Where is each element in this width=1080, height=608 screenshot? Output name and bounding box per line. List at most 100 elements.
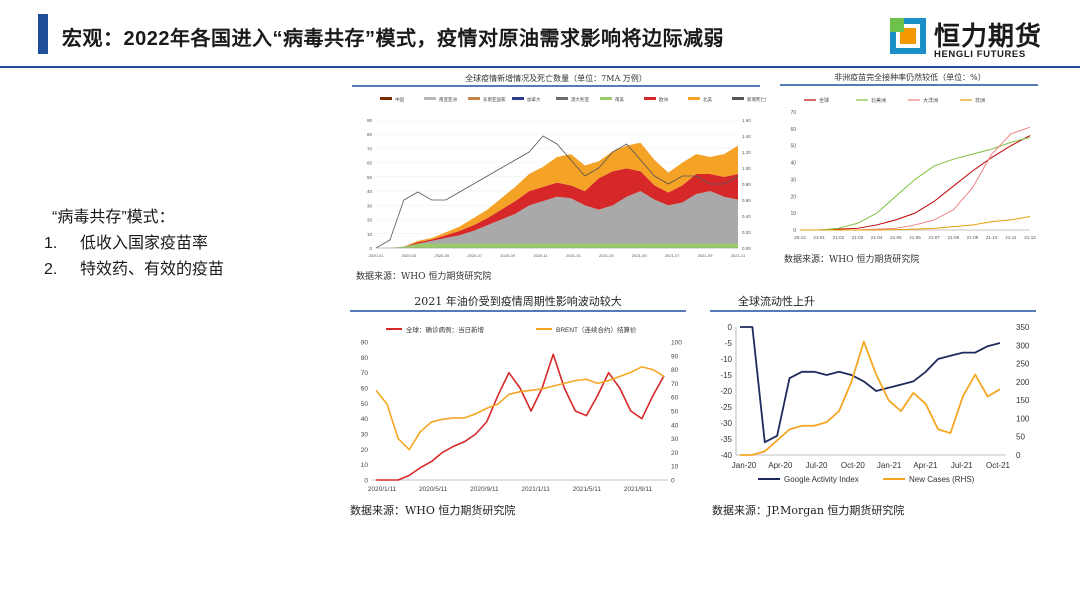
bullet-text: 特效药、有效的疫苗 [80, 261, 225, 278]
line-series [740, 340, 1001, 456]
y-tick-label: 30 [367, 203, 373, 208]
y2-tick-label: 70 [671, 381, 679, 388]
x-tick-label: Jul-20 [806, 461, 828, 470]
x-tick-label: 21-08 [948, 235, 960, 240]
x-tick-label: Oct-21 [986, 461, 1011, 470]
chart-title: 非洲疫苗完全接种率仍然较低（单位：%） [834, 72, 986, 82]
legend-label: 南美 [615, 96, 624, 103]
logo-mark-icon [890, 18, 926, 54]
bullet-number: 1. [44, 235, 58, 252]
line-series [800, 216, 1031, 231]
y-tick-label: 0 [728, 323, 733, 332]
chart-global-cases-deaths: 全球疫情新增情况及死亡数量（单位：7MA 万例） 中国 南亚亚洲 东南亚国家 加拿大 澳大… [346, 70, 766, 265]
x-tick-label: Oct-20 [841, 461, 866, 470]
line-series [740, 326, 1001, 444]
y2-tick-label: 0 [671, 478, 675, 485]
area-series-red [376, 168, 738, 248]
x-tick-label: 21-10 [986, 235, 998, 240]
line-series-deaths [375, 135, 739, 249]
y2-tick-label: 350 [1016, 323, 1030, 332]
x-tick-label: 2021-03 [599, 253, 614, 258]
chart-title: 全球疫情新增情况及死亡数量（单位：7MA 万例） [465, 73, 647, 83]
y2-tick-label: 300 [1016, 341, 1030, 350]
line-series [376, 353, 665, 481]
x-tick-label: 21-09 [967, 235, 979, 240]
area-series-orange [376, 142, 738, 248]
x-tick-label: 21-04 [871, 235, 883, 240]
x-tick-label: 2021-05 [632, 253, 647, 258]
x-tick-label: 21-07 [928, 235, 940, 240]
legend-label: 全球 [819, 97, 829, 104]
legend-swatch [644, 97, 656, 100]
x-tick-label: Apr-20 [768, 461, 793, 470]
y-tick-label: 60 [361, 386, 369, 393]
y-tick-label: 10 [790, 211, 796, 217]
x-tick-label: 2020/9/11 [470, 486, 499, 493]
chart-global-mobility: 全球流动性上升 0 -5 -10 -15 -20 -25 -30 -35 -40 350 300 250… [708, 292, 1038, 497]
y2-tick-label: 60 [671, 395, 679, 402]
y2-tick-label: 150 [1016, 396, 1030, 405]
y2-tick-label: 0.20 [742, 230, 751, 235]
y-tick-label: -15 [720, 371, 732, 380]
chart-africa-vaccination-svg: 非洲疫苗完全接种率仍然较低（单位：%） 全球 北美洲 大洋洲 非洲 70 60 50 40 30 2… [780, 70, 1040, 260]
line-series [800, 136, 1031, 231]
chart-title: 2021 年油价受到疫情周期性影响波动较大 [414, 294, 622, 308]
x-tick-label: 2020-05 [434, 253, 449, 258]
y2-tick-label: 0 [1016, 451, 1021, 460]
x-tick-label: 2020-01 [369, 253, 384, 258]
legend-label: 澳大利亚 [571, 96, 589, 103]
chart-africa-vaccination: 非洲疫苗完全接种率仍然较低（单位：%） 全球 北美洲 大洋洲 非洲 70 60 50 40 30 2… [780, 70, 1040, 260]
y-tick-label: 20 [790, 194, 796, 200]
logo-text-cn: 恒力期货 [934, 21, 1043, 51]
y2-tick-label: 1.40 [742, 134, 751, 139]
y-tick-label: 60 [790, 127, 796, 133]
area-series-green [376, 243, 738, 248]
legend-label: 欧洲 [659, 96, 668, 103]
x-tick-label: 21-11 [1005, 235, 1017, 240]
chart-title: 全球流动性上升 [738, 294, 815, 308]
legend-label: 全球：确诊病例：当日新增 [406, 325, 484, 334]
x-tick-label: 2021-07 [665, 253, 680, 258]
y-tick-label: 70 [361, 370, 369, 377]
list-item: 1. 低收入国家疫苗率 [44, 231, 224, 257]
y-tick-label: -20 [720, 387, 732, 396]
y-tick-label: 10 [367, 232, 373, 237]
list-item: 2. 特效药、有效的疫苗 [44, 257, 224, 283]
x-tick-label: 2020-11 [533, 253, 548, 258]
y-tick-label: -30 [720, 419, 732, 428]
x-tick-label: 2020-09 [500, 253, 515, 258]
legend-swatch [732, 97, 744, 100]
bullet-list: “病毒共存”模式： 1. 低收入国家疫苗率 2. 特效药、有效的疫苗 [44, 205, 224, 283]
legend-swatch [468, 97, 480, 100]
y-tick-label: 90 [367, 118, 373, 123]
bullet-number: 2. [44, 261, 58, 278]
title-accent-bar [38, 14, 48, 54]
legend-label: 南亚亚洲 [439, 96, 457, 102]
legend-swatch [600, 97, 612, 100]
legend-label: New Cases (RHS) [909, 475, 975, 484]
y2-tick-label: 80 [671, 367, 679, 374]
y2-tick-label: 100 [1016, 414, 1030, 423]
y-tick-label: 10 [361, 462, 369, 469]
y-tick-label: 40 [790, 161, 796, 167]
y-tick-label: 90 [361, 340, 369, 347]
y-tick-label: 50 [367, 175, 373, 180]
x-tick-label: 2021/9/11 [624, 486, 653, 493]
x-tick-label: 2020/1/11 [368, 486, 397, 493]
line-series [375, 366, 665, 451]
y-tick-label: -40 [720, 451, 732, 460]
x-tick-label: 20-12 [794, 235, 806, 240]
legend-label: Google Activity Index [784, 475, 859, 484]
y2-tick-label: 0.00 [742, 246, 751, 251]
legend-label: 中国 [395, 96, 404, 103]
y-tick-label: 20 [367, 218, 373, 223]
y-tick-label: -10 [720, 355, 732, 364]
y-tick-label: 80 [361, 355, 369, 362]
y-tick-label: 0 [364, 478, 368, 485]
legend-swatch [688, 97, 700, 100]
chart4-source: 数据来源：JP.Morgan 恒力期货研究院 [712, 504, 905, 517]
x-tick-label: 21-02 [833, 235, 845, 240]
legend-label: BRENT（连续合约）结算价 [556, 325, 637, 334]
x-tick-label: 2021/5/11 [573, 486, 602, 493]
